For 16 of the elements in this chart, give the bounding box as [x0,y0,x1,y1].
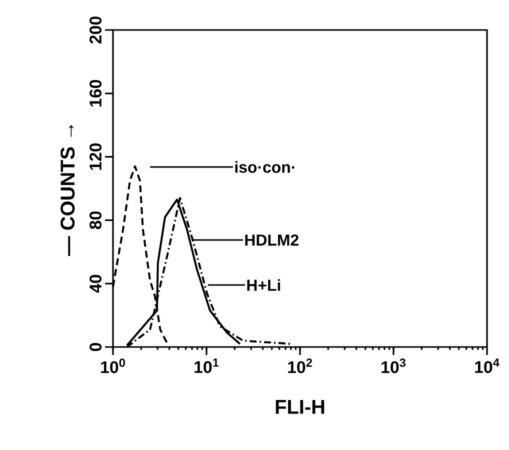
y-tick-label: 40 [90,274,102,293]
x-tick-label: 10$^{1}$ [194,358,219,374]
y-tick-label: 200 [90,16,102,44]
y-tick-label: 80 [90,211,102,230]
y-tick-label: 120 [90,143,102,170]
annotation: iso·con· [235,161,294,173]
x-tick-label: 10$^{3}$ [382,358,406,374]
y-tick-label: 160 [90,80,102,106]
annotation: H+Li [247,279,280,291]
x-tick-label: 10$^{2}$ [288,358,312,374]
x-tick-label: 10$^{4}$ [475,358,500,374]
x-tick-label: 10$^{0}$ [101,358,125,374]
y-tick-label: 0 [90,342,102,352]
x-axis-title: FLI-H [276,400,324,414]
y-axis-title: — COUNTS → [60,125,75,256]
annotation: HDLM2 [245,234,298,246]
